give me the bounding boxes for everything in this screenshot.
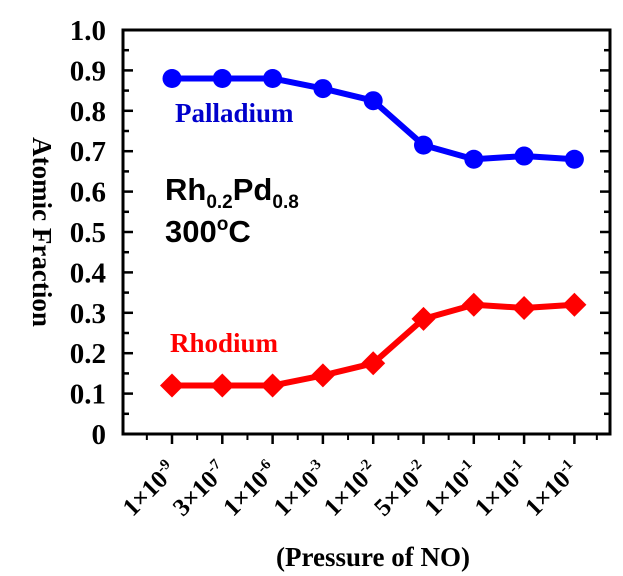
- y-tick-label: 0.4: [70, 257, 106, 289]
- x-tick-label: 3×10-7: [167, 456, 233, 522]
- composition-sub-2: 0.8: [272, 192, 298, 213]
- rhodium-point: [562, 292, 587, 317]
- palladium-point: [313, 79, 333, 99]
- series-layer: [160, 68, 587, 398]
- y-tick-label: 0.5: [70, 217, 106, 249]
- x-tick-label: 1×10-9: [117, 456, 182, 521]
- palladium-label: Palladium: [175, 98, 294, 128]
- x-axis-ticks: 1×10-93×10-71×10-61×10-31×10-25×10-21×10…: [117, 434, 598, 522]
- x-tick-label: 1×10-3: [268, 456, 333, 521]
- rhodium-point: [210, 373, 235, 398]
- palladium-point: [464, 149, 484, 169]
- degree-sign: o: [217, 214, 229, 235]
- palladium-point: [414, 135, 433, 155]
- rhodium-point: [461, 292, 486, 317]
- x-tick-label: 1×10-6: [218, 456, 284, 522]
- y-tick-label: 0.3: [70, 298, 106, 330]
- temperature-value: 300: [165, 214, 217, 249]
- palladium-point: [564, 149, 584, 169]
- rhodium-point: [310, 363, 335, 388]
- palladium-point: [263, 68, 283, 88]
- palladium-point: [162, 68, 182, 88]
- x-tick-label: 1×10-1: [419, 456, 484, 521]
- x-axis-title: (Pressure of NO): [276, 542, 470, 572]
- y-axis-title: Atomic Fraction: [27, 137, 57, 327]
- y-tick-label: 0: [92, 419, 107, 451]
- y-tick-label: 1.0: [70, 15, 106, 47]
- temperature-annotation: 300oC: [165, 214, 251, 249]
- palladium-point: [514, 146, 534, 166]
- y-tick-label: 0.7: [70, 136, 106, 168]
- x-tick-label: 5×10-2: [369, 456, 434, 521]
- temperature-unit: C: [228, 214, 250, 249]
- rhodium-point: [160, 373, 184, 398]
- palladium-point: [212, 68, 232, 88]
- y-axis-ticks: 0 0.1 0.2 0.3 0.4 0.5 0.6 0.7 0.8 0.9 1.0: [70, 15, 610, 451]
- composition-sub-1: 0.2: [206, 192, 232, 213]
- y-tick-label: 0.9: [70, 55, 106, 87]
- rhodium-point: [411, 306, 436, 331]
- palladium-point: [363, 91, 383, 111]
- composition-element-2: Pd: [233, 172, 273, 207]
- x-tick-label: 1×10-1: [469, 456, 534, 521]
- composition-annotation: Rh0.2Pd0.8: [165, 172, 299, 213]
- y-tick-label: 0.1: [70, 379, 106, 411]
- y-tick-label: 0.8: [70, 96, 106, 128]
- rhodium-point: [361, 351, 386, 376]
- y-tick-label: 0.2: [70, 338, 106, 370]
- plot-frame: [121, 28, 612, 436]
- rhodium-point: [260, 373, 285, 398]
- composition-element-1: Rh: [165, 172, 206, 207]
- rhodium-point: [512, 295, 537, 320]
- x-tick-label: 1×10-1: [519, 456, 584, 521]
- y-tick-label: 0.6: [70, 177, 106, 209]
- x-tick-label: 1×10-2: [318, 456, 383, 521]
- rhodium-label: Rhodium: [170, 328, 279, 358]
